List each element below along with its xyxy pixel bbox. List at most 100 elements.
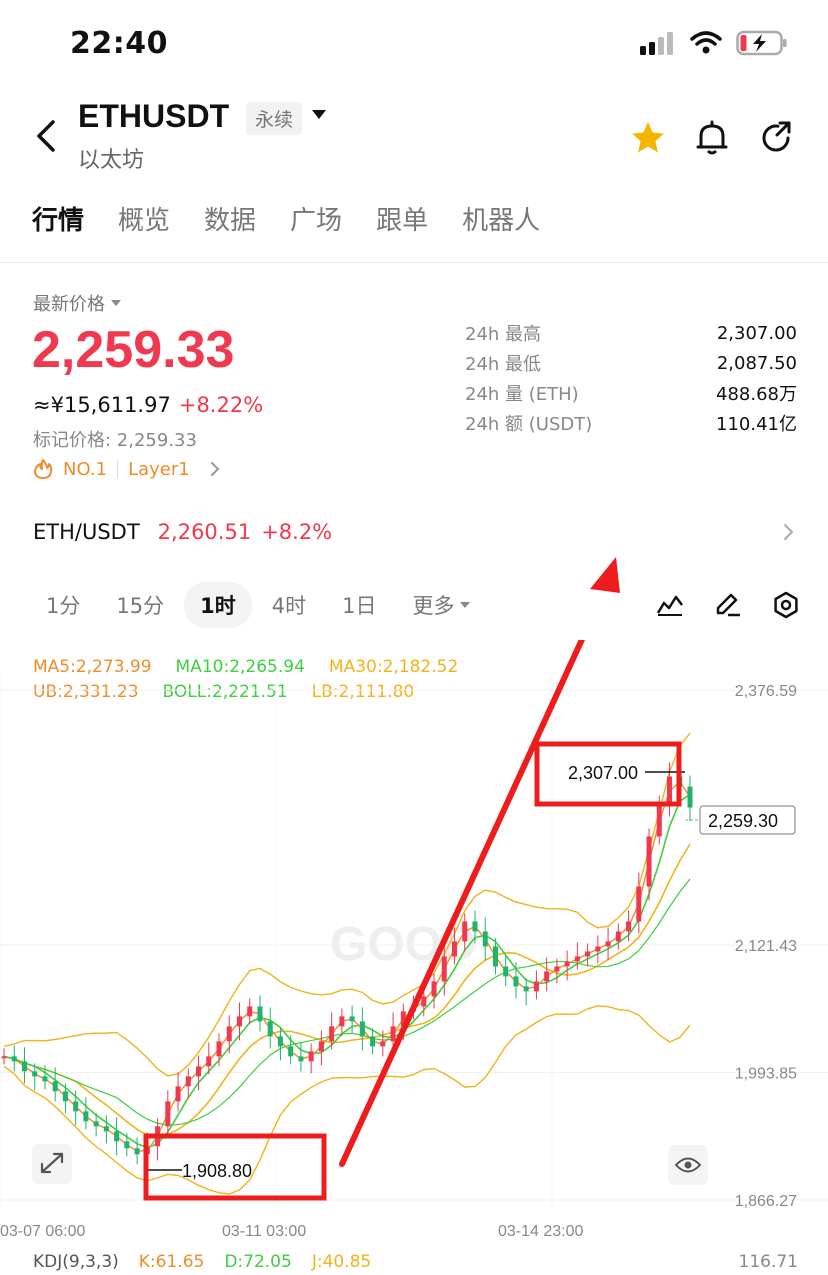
candle-body [667,776,673,807]
low-marker: 1,908.80 [143,1133,327,1201]
boll-mid-line [3,878,691,1126]
tab-data[interactable]: 数据 [204,206,257,236]
stat-volume: 24h 量 (ETH) 488.68万 [465,384,797,405]
interval-4h[interactable]: 4时 [271,594,307,618]
candle-body [226,1026,232,1042]
expand-button[interactable] [32,1144,72,1184]
favorite-star-icon[interactable] [628,118,668,158]
caret-down-icon [111,300,121,306]
candle-body [114,1131,120,1142]
status-time: 22:40 [70,26,168,61]
candlestick-chart[interactable]: GOOD 2,376.59 2,121.43 1,993.85 1,866.27 03… [0,597,828,1275]
interval-15m[interactable]: 15分 [116,594,165,618]
chart-canvas[interactable]: GOOD 2,376.592,121.431,993.851,866.27 03… [0,597,828,1250]
candle-body [11,1056,17,1062]
kdj-indicators: KDJ(9,3,3) K:61.65 D:72.05 J:40.85 116.7… [33,1252,798,1272]
tab-market[interactable]: 行情 [32,206,85,236]
candle-body [83,1111,89,1122]
candle-body [175,1086,181,1102]
candle-body [267,1021,273,1037]
candle-body [21,1061,27,1072]
share-icon[interactable] [756,118,796,158]
candle-body [349,1016,355,1022]
expand-icon [40,1152,64,1174]
coin-name: 以太坊 [78,148,145,173]
mark-price: 标记价格: 2,259.33 [33,430,197,451]
cny-price: ≈¥15,611.97 [33,393,171,417]
x-tick-label: 03-11 03:00 [222,1223,306,1240]
tab-copy-trade[interactable]: 跟单 [376,206,429,236]
candle-body [247,1006,253,1017]
candle-body [288,1046,294,1057]
cny-price-line: ≈¥15,611.97 +8.22% [33,393,263,417]
interval-1d[interactable]: 1日 [342,594,377,618]
interval-more[interactable]: 更多 [396,582,486,628]
wifi-icon [690,31,722,59]
candle-body [687,786,693,808]
chevron-right-icon [210,462,220,476]
candle-body [656,806,662,837]
main-tabs: 行情 概览 数据 广场 跟单 机器人 [32,200,540,237]
back-button[interactable] [28,114,64,158]
lb-value: LB:2,111.80 [311,682,415,702]
stat-high: 24h 最高 2,307.00 [465,322,797,346]
last-price: 2,259.33 [32,321,235,379]
candle-body [93,1121,99,1127]
candle-body [441,956,447,982]
candle-body [196,1066,202,1077]
ma10-line [3,793,691,1149]
boll-upper-line [3,732,691,1077]
pencil-icon[interactable] [714,591,742,617]
ma30-line [3,843,691,1138]
tab-square[interactable]: 广场 [290,206,343,236]
price-type-selector[interactable]: 最新价格 [33,290,121,316]
spot-pair-row[interactable]: ETH/USDT 2,260.51 +8.2% [33,520,795,544]
candle-body [452,941,458,957]
interval-1m[interactable]: 1分 [46,594,81,618]
candle-body [605,941,611,947]
24h-stats: 24h 最高 2,307.00 24h 最低 2,087.50 24h 量 (ETH… [465,318,797,438]
high-marker: 2,307.00 [534,741,685,807]
settings-hex-icon[interactable] [772,591,800,619]
interval-bar: 1分 15分 1时 4时 1日 更多 [30,580,800,630]
arrowhead-icon [590,557,620,593]
tab-bot[interactable]: 机器人 [462,206,541,236]
bell-icon[interactable] [692,118,732,158]
candle-body [62,1091,68,1102]
stat-low: 24h 最低 2,087.50 [465,352,797,376]
kdj-d: D:72.05 [224,1252,292,1272]
svg-text:2,259.30: 2,259.30 [708,811,778,831]
candle-body [523,986,529,992]
kdj-axis-value: 116.71 [738,1252,798,1272]
ma-indicators: MA5:2,273.99 MA10:2,265.94 MA30:2,182.52 [33,657,458,677]
candle-body [615,931,621,942]
indicator-icon[interactable] [656,591,684,617]
symbol-title[interactable]: ETHUSDT [78,98,230,134]
ma10-value: MA10:2,265.94 [175,657,305,677]
tag-row[interactable]: NO.1 Layer1 [33,458,222,480]
candle-body [329,1026,335,1042]
candle-body [585,951,591,957]
candle-body [482,931,488,947]
candle-body [421,996,427,1007]
boll-lower-line [3,1005,691,1195]
symbol-dropdown-icon[interactable] [312,110,326,119]
candle-body [626,921,632,932]
y-tick-label: 1,993.85 [735,1066,797,1083]
interval-1h[interactable]: 1时 [184,582,252,628]
eye-toggle-button[interactable] [668,1145,708,1185]
candle-body [646,836,652,887]
pair-change: +8.2% [261,520,333,544]
battery-icon [736,30,788,60]
candle-body [1,1056,7,1059]
candle-body [359,1021,365,1037]
chevron-right-icon [784,524,794,540]
candle-body [390,1026,396,1042]
pair-price: 2,260.51 [157,520,252,544]
candle-body [462,921,468,942]
svg-text:2,307.00: 2,307.00 [568,763,638,783]
candle-body [513,976,519,987]
tab-overview[interactable]: 概览 [118,206,171,236]
candle-body [103,1126,109,1132]
y-tick-label: 2,121.43 [735,938,797,955]
